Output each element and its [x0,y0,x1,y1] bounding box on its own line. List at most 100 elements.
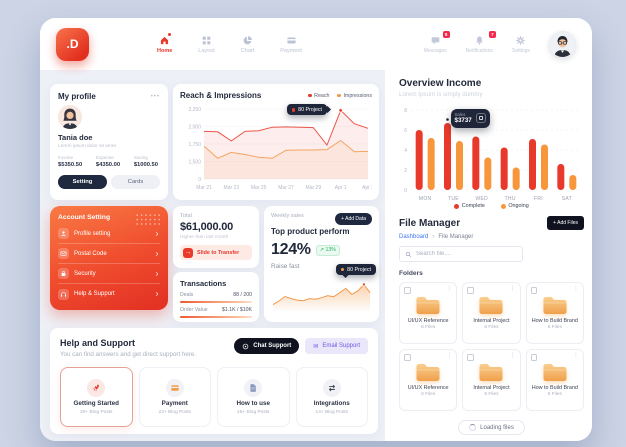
checkbox[interactable] [404,354,411,361]
nav-item-home[interactable]: Home [157,32,172,54]
dashboard-window: .D Home Layout Chart Payment [40,18,592,441]
messages-button[interactable]: 8 Messages [423,30,450,54]
transactions-title: Transactions [180,279,227,288]
kebab-menu-icon[interactable]: ⋮ [572,286,579,292]
rocket-icon [87,379,106,397]
weekly-sales-card: Weekly sales + Add Data Top product perf… [264,206,379,322]
notifications-button[interactable]: 7 Notifications [466,30,496,54]
svg-text:2: 2 [404,168,407,174]
slide-to-transfer-button[interactable]: → Slide to Transfer [180,245,252,260]
kebab-menu-icon[interactable]: ⋮ [509,286,516,292]
profile-card: My profile ••• Tania doe Lorem ipsum dol… [50,84,168,200]
search-icon [405,251,412,257]
folder-card[interactable]: ⋮ Internal Project 6 Files [462,282,521,344]
svg-text:Apr 1: Apr 1 [335,185,347,191]
menu-item-profile-setting[interactable]: Profile setting [58,224,160,244]
profile-name: Tania doe [58,133,93,142]
folder-icon [467,362,515,383]
messages-label: Messages [423,47,447,54]
chat-icon [243,343,249,349]
folders-label: Folders [399,270,423,277]
checkbox[interactable] [467,287,474,294]
notification-dot [167,32,172,36]
help-card-getting-started[interactable]: Getting Started 30+ Blog Posts [60,367,133,427]
cards-button[interactable]: Cards [111,175,160,189]
nav-item-chart[interactable]: Chart [241,35,254,54]
transactions-row-deals: Deals 88 / 200 [180,292,252,303]
overview-income-title: Overview Income [399,78,482,89]
menu-item-help-support[interactable]: Help & Support [58,284,160,304]
right-pane: Overview Income Lorem Ipsum is simply du… [385,70,592,441]
loading-files-button[interactable]: Loading files [458,420,525,435]
email-support-button[interactable]: ✉ Email Support [305,338,368,354]
kebab-menu-icon[interactable]: ⋮ [446,353,453,359]
svg-text:2,000: 2,000 [188,124,201,130]
checkbox[interactable] [467,354,474,361]
svg-text:2,250: 2,250 [188,107,201,113]
setting-button[interactable]: Setting [58,175,107,189]
total-card: Total $61,000.00 Higher than last month … [173,206,259,268]
folder-card[interactable]: ⋮ Internal Project 6 Files [462,349,521,411]
app-logo[interactable]: .D [56,27,89,61]
menu-item-security[interactable]: Security [58,264,160,284]
top-navigation-bar: .D Home Layout Chart Payment [40,18,592,70]
svg-text:Mar 21: Mar 21 [196,185,212,191]
transactions-card: Transactions Deals 88 / 200 Order Value … [173,272,259,322]
svg-text:8: 8 [404,108,407,114]
help-card-integrations[interactable]: Integrations 14+ Blog Posts [295,367,368,427]
weekly-area-chart[interactable]: 80 Project [271,264,376,313]
chat-support-button[interactable]: Chat Support [234,338,300,354]
svg-text:1,500: 1,500 [188,159,201,165]
more-options-icon[interactable]: ••• [150,93,160,100]
grid-icon [202,36,211,44]
checkbox[interactable] [404,287,411,294]
breadcrumb-dashboard-link[interactable]: Dashboard [399,234,429,240]
svg-text:0: 0 [198,177,201,183]
help-card-payment[interactable]: Payment 23+ Blog Posts [138,367,211,427]
spinner-icon [469,424,477,431]
messages-badge: 8 [442,30,450,38]
profile-subtitle: Lorem ipsum dolor sit amet [58,144,116,149]
kebab-menu-icon[interactable]: ⋮ [446,286,453,292]
svg-text:SAT: SAT [562,196,572,202]
chevron-right-icon [154,271,160,277]
arrow-right-icon: → [183,247,193,258]
weekly-title: Top product perform [271,227,350,236]
svg-text:FRI: FRI [534,196,543,202]
add-files-button[interactable]: + Add Files [547,216,584,230]
nav-item-payment[interactable]: Payment [280,35,302,54]
progress-bar [180,300,252,303]
menu-item-postal-code[interactable]: Postal Code [58,244,160,264]
weekly-label: Weekly sales [271,213,304,219]
overview-income-bar-chart[interactable]: Sales $3737 0 2 4 6 8 MON TUE WED THU FRI SAT [399,102,585,202]
search-input[interactable] [416,251,517,257]
stat-saving: Saving $1000.50 [133,155,158,168]
chevron-right-icon [154,231,160,237]
reach-line-chart[interactable]: 80 Project 2,250 2,000 1,750 1,500 0 Mar 21 Ma… [180,103,374,191]
kebab-menu-icon[interactable]: ⋮ [509,353,516,359]
folder-card[interactable]: ⋮ How to Build Brand 6 Files [525,349,584,411]
legend-impressions: Impressions [337,93,372,99]
add-data-button[interactable]: + Add Data [335,213,372,225]
user-avatar[interactable] [549,30,576,58]
folder-card[interactable]: ⋮ How to Build Brand 6 Files [525,282,584,344]
checkbox[interactable] [530,287,538,294]
help-card-how-to-use[interactable]: How to use 46+ Blog Posts [217,367,290,427]
svg-text:THU: THU [505,196,516,202]
svg-text:MON: MON [419,196,432,202]
folder-card[interactable]: ⋮ UI/UX Reference 6 Files [399,282,458,344]
nav-item-layout[interactable]: Layout [198,35,215,54]
folder-card[interactable]: ⋮ UI/UX Reference 6 Files [399,349,458,411]
profile-avatar[interactable] [58,105,82,129]
help-support-card: Help and Support You can find answers an… [50,328,378,434]
checkbox[interactable] [530,354,538,361]
weekly-caption: Raise fast [271,263,300,270]
breadcrumb-current: File Manager [438,234,474,240]
total-label: Total [180,213,192,219]
svg-text:Apr 3: Apr 3 [362,185,372,191]
legend-reach: Reach [308,93,329,99]
kebab-menu-icon[interactable]: ⋮ [572,353,579,359]
help-subtitle: You can find answers and get direct supp… [60,351,196,358]
avatar-man-image [550,31,575,57]
settings-button[interactable]: Settings [512,35,530,54]
